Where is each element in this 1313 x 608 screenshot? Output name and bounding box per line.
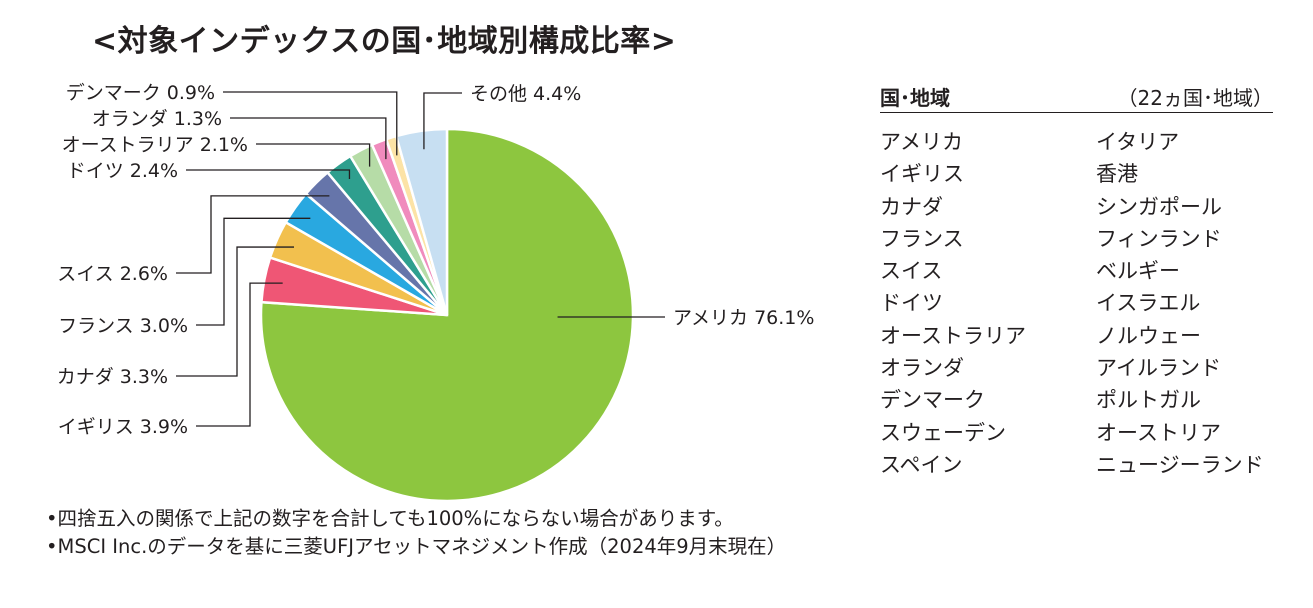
country-right-9: オーストリア — [1096, 420, 1221, 445]
slice-label-3: フランス 3.0% — [58, 315, 188, 337]
country-left-6: オーストラリア — [880, 323, 1026, 348]
panel-header: 国･地域 （22ヵ国･地域） — [880, 80, 1273, 113]
leader-line-6 — [256, 143, 371, 167]
pie-slices — [259, 127, 635, 503]
country-left-0: アメリカ — [880, 130, 963, 154]
footnote-source: •MSCI Inc.のデータを基に三菱UFJアセットマネジメント作成（2024年… — [46, 535, 787, 558]
panel-header-count: （22ヵ国･地域） — [1117, 86, 1273, 110]
footnote-rounding: •四捨五入の関係で上記の数字を合計しても100%にならない場合があります。 — [46, 507, 734, 530]
footnotes: •四捨五入の関係で上記の数字を合計しても100%にならない場合があります。 •M… — [46, 505, 786, 561]
leader-line-2 — [176, 246, 295, 377]
leader-line-9 — [423, 92, 462, 150]
slice-label-7: オランダ 1.3% — [92, 108, 222, 130]
leader-line-4 — [176, 195, 330, 274]
leader-line-7 — [230, 117, 387, 160]
leader-line-8 — [223, 91, 398, 156]
leader-line-1 — [196, 282, 283, 427]
country-right-4: ベルギー — [1096, 259, 1180, 284]
country-right-8: ポルトガル — [1096, 388, 1201, 413]
slice-label-2: カナダ 3.3% — [57, 366, 168, 388]
country-left-7: オランダ — [880, 356, 964, 381]
country-right-2: シンガポール — [1096, 194, 1222, 219]
leader-lines — [176, 91, 665, 427]
country-column-right: イタリア香港シンガポール フィンランド ベルギーイスラエルノルウェーアイルランド ポル… — [1096, 126, 1264, 481]
slice-label-1: イギリス 3.9% — [58, 416, 188, 438]
slice-label-8: デンマーク 0.9% — [66, 82, 215, 104]
country-list-panel: 国･地域 （22ヵ国･地域） アメリカイギリスカナダフランススイスドイツオースト… — [880, 80, 1273, 477]
country-left-9: スウェーデン — [880, 420, 1006, 445]
country-right-3: フィンランド — [1096, 226, 1222, 251]
leader-line-3 — [196, 217, 311, 326]
country-left-1: イギリス — [880, 162, 964, 187]
country-left-3: フランス — [880, 226, 964, 251]
country-left-5: ドイツ — [880, 291, 943, 316]
chart-title: <対象インデックスの国･地域別構成比率> — [92, 24, 677, 59]
slice-label-5: ドイツ 2.4% — [67, 160, 178, 182]
leader-line-5 — [186, 169, 351, 179]
country-right-10: ニュージーランド — [1096, 452, 1264, 477]
country-left-4: スイス — [880, 259, 943, 284]
country-column-left: アメリカイギリスカナダフランススイスドイツオーストラリア オランダデンマークスウェ… — [880, 126, 1026, 481]
country-right-5: イスラエル — [1096, 291, 1201, 316]
country-left-10: スペイン — [880, 452, 963, 477]
panel-header-label: 国･地域 — [880, 86, 950, 110]
country-right-1: 香港 — [1096, 162, 1138, 187]
slice-label-6: オーストラリア 2.1% — [62, 134, 248, 156]
slice-label-9: その他 4.4% — [470, 83, 581, 105]
country-left-2: カナダ — [880, 194, 943, 219]
country-left-8: デンマーク — [880, 388, 985, 413]
slice-label-4: スイス 2.6% — [57, 263, 168, 285]
slice-labels: アメリカ 76.1% イギリス 3.9% カナダ 3.3% フランス 3.0% スイス … — [57, 82, 815, 438]
country-right-7: アイルランド — [1096, 356, 1221, 381]
slice-label-0: アメリカ 76.1% — [673, 307, 814, 329]
country-right-6: ノルウェー — [1096, 323, 1201, 348]
country-right-0: イタリア — [1096, 130, 1180, 154]
